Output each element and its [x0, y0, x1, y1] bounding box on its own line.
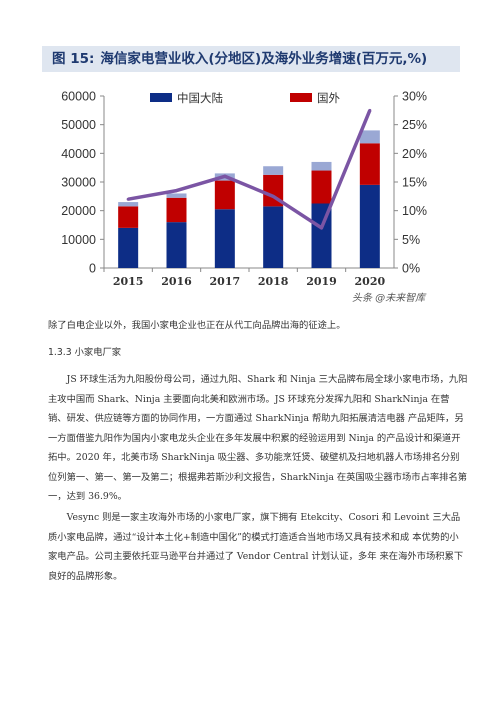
- growth-rate-point: [368, 108, 372, 112]
- x-tick-label: 2019: [306, 275, 337, 288]
- bar-segment-1: [214, 209, 235, 268]
- growth-rate-point: [126, 197, 130, 201]
- figure-number: 图 15:: [52, 51, 95, 67]
- legend-label: 国外: [317, 91, 340, 105]
- right-tick-label: 30%: [402, 90, 427, 104]
- growth-rate-line: [127, 109, 372, 230]
- growth-rate-point: [223, 174, 227, 178]
- bar-segment-2: [359, 143, 380, 185]
- left-tick-label: 40000: [61, 147, 96, 161]
- right-tick-label: 15%: [402, 176, 427, 190]
- x-tick-label: 2015: [113, 275, 144, 288]
- paragraph-vesync: Vesync 则是一家主攻海外市场的小家电厂家，旗下拥有 Etekcity、Co…: [48, 512, 464, 582]
- left-tick-label: 0: [89, 262, 96, 276]
- x-tick-label: 2020: [355, 275, 386, 288]
- growth-rate-point: [175, 189, 178, 193]
- section-heading: 1.3.3 小家电厂家: [48, 347, 122, 358]
- bar-segment-3: [263, 166, 284, 175]
- bar-segment-1: [263, 206, 284, 268]
- x-tick-label: 2016: [161, 275, 192, 288]
- right-tick-label: 5%: [402, 233, 420, 247]
- bar-segment-2: [214, 180, 235, 210]
- right-tick-label: 0%: [402, 262, 420, 276]
- bar-segment-3: [359, 130, 380, 144]
- left-tick-label: 60000: [61, 90, 96, 104]
- left-tick-label: 20000: [61, 204, 96, 218]
- left-tick-label: 30000: [61, 176, 96, 190]
- legend-label: 中国大陆: [177, 91, 223, 105]
- bar-segment-3: [311, 161, 332, 171]
- bar-segment-1: [166, 222, 187, 268]
- right-tick-label: 25%: [402, 118, 427, 132]
- bar-segment-3: [166, 193, 187, 198]
- revenue-chart: 0 10000 20000 30000 40000 50000 60000 0% 5% 10% 15…: [61, 90, 427, 289]
- paragraph-intro: 除了白电企业以外，我国小家电企业也正在从代工向品牌出海的征途上。: [48, 320, 346, 331]
- figure-title-text: 海信家电营业收入(分地区)及海外业务增速(百万元,%): [100, 51, 428, 67]
- paragraph-js-global: JS 环球生活为九阳股份母公司，通过九阳、Shark 和 Ninja 三大品牌布…: [48, 374, 468, 502]
- bar-segment-1: [118, 227, 139, 268]
- x-tick-label: 2018: [258, 275, 289, 288]
- left-tick-label: 10000: [61, 233, 96, 247]
- figure-title: 图 15: 海信家电营业收入(分地区)及海外业务增速(百万元,%): [42, 46, 460, 72]
- legend-swatch: [290, 93, 312, 102]
- x-tick-label: 2017: [210, 275, 241, 288]
- growth-rate-point: [271, 194, 275, 198]
- right-tick-label: 10%: [402, 204, 427, 218]
- bar-segment-1: [359, 184, 380, 268]
- watermark: 头条 @未来智库: [352, 293, 426, 304]
- legend-swatch: [150, 93, 172, 102]
- bar-segment-2: [166, 197, 187, 223]
- growth-rate-point: [320, 226, 323, 230]
- bar-segment-2: [118, 206, 139, 228]
- bar-segment-2: [311, 170, 332, 204]
- left-tick-label: 50000: [61, 118, 96, 132]
- right-tick-label: 20%: [402, 147, 427, 161]
- bar-segment-3: [118, 202, 139, 207]
